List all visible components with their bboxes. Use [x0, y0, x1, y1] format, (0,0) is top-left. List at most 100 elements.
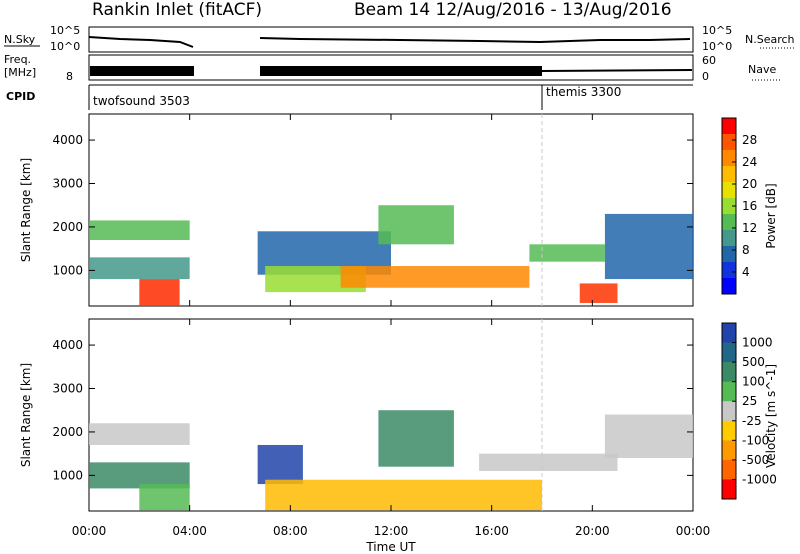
xlabel: Time UT — [365, 540, 416, 554]
power-panel: Slant Range [km] 4000 3000 2000 1000 28 24 20… — [19, 113, 778, 307]
power-region-block — [340, 266, 530, 288]
velocity-colorbar-segment — [722, 479, 736, 500]
velocity-colorbar: 1000 500 100 25 -25 -100 -500 -1000 — [721, 322, 777, 500]
velocity-region-block — [257, 444, 303, 485]
power-colorbar: 28 24 20 16 12 8 4 — [721, 117, 757, 295]
xtick-label: 04:00 — [172, 524, 207, 538]
velocity-region-block — [139, 484, 190, 511]
velocity-ytick-label: 2000 — [52, 425, 83, 439]
power-colorbar-segment — [722, 134, 736, 151]
power-region-block — [89, 257, 190, 280]
freq-panel: Freq. [MHz] 8 Nave 60 0 — [4, 53, 780, 83]
xtick-label: 20:00 — [575, 524, 610, 538]
power-colorbar-tick-label: 4 — [742, 265, 750, 279]
velocity-ytick-label: 1000 — [52, 468, 83, 482]
power-colorbar-segment — [722, 230, 736, 247]
power-colorbar-segment — [722, 118, 736, 135]
xtick-label: 12:00 — [374, 524, 409, 538]
freq-tick: 8 — [66, 70, 73, 83]
nsky-trace — [88, 36, 691, 48]
velocity-colorbar-label: Velocity [m s^-1] — [764, 364, 778, 468]
velocity-colorbar-tick-label: 100 — [742, 375, 765, 389]
power-colorbar-segment — [722, 150, 736, 167]
power-colorbar-segment — [722, 262, 736, 279]
freq-unit: [MHz] — [4, 66, 36, 79]
velocity-ytick-label: 3000 — [52, 382, 83, 396]
nave-tick-top: 60 — [702, 54, 716, 67]
nsky-panel: N.Sky 10^5 10^0 N.Search 10^5 10^0 — [4, 24, 795, 53]
power-region-block — [139, 279, 180, 306]
nsearch-tick-top: 10^5 — [702, 24, 732, 37]
power-colorbar-tick-label: 28 — [742, 133, 757, 147]
beam-info: Beam 14 12/Aug/2016 - 13/Aug/2016 — [354, 0, 672, 20]
freq-block-2 — [260, 66, 542, 76]
nsearch-tick-bottom: 10^0 — [702, 40, 732, 53]
velocity-colorbar-tick-label: -100 — [742, 433, 769, 447]
power-colorbar-tick-label: 12 — [742, 221, 757, 235]
chart-title: Rankin Inlet (fitACF) — [92, 0, 262, 20]
xtick-label: 00:00 — [72, 524, 107, 538]
velocity-ylabel: Slant Range [km] — [19, 363, 33, 467]
cpid-segment-2: themis 3300 — [546, 85, 621, 99]
power-ytick-label: 1000 — [52, 263, 83, 277]
velocity-colorbar-tick-label: -25 — [742, 414, 762, 428]
velocity-colorbar-tick-label: 25 — [742, 394, 757, 408]
power-colorbar-segment — [722, 278, 736, 295]
power-colorbar-segment — [722, 246, 736, 263]
power-colorbar-segment — [722, 166, 736, 183]
power-colorbar-tick-label: 16 — [742, 199, 757, 213]
velocity-colorbar-tick-label: -500 — [742, 453, 769, 467]
power-blocks — [89, 205, 693, 306]
nsky-tick-top: 10^5 — [50, 24, 80, 37]
xtick-label: 16:00 — [474, 524, 509, 538]
velocity-colorbar-segment — [722, 381, 736, 402]
velocity-colorbar-tick-label: 1000 — [742, 336, 773, 350]
freq-block-1 — [90, 66, 194, 76]
velocity-colorbar-tick-label: 500 — [742, 355, 765, 369]
velocity-region-block — [378, 410, 454, 467]
nave-trace — [541, 69, 693, 72]
velocity-colorbar-segment — [722, 440, 736, 461]
velocity-panel: Slant Range [km] 4000 3000 2000 1000 1000 50… — [19, 318, 778, 512]
power-colorbar-segment — [722, 182, 736, 199]
power-colorbar-segment — [722, 198, 736, 215]
velocity-blocks — [89, 410, 693, 511]
power-ytick-label: 4000 — [52, 133, 83, 147]
power-region-block — [89, 220, 190, 240]
power-ytick-label: 3000 — [52, 177, 83, 191]
power-region-block — [579, 283, 618, 303]
power-ylabel: Slant Range [km] — [19, 158, 33, 262]
velocity-region-block — [265, 479, 542, 511]
nsky-tick-bottom: 10^0 — [50, 40, 80, 53]
xtick-label: 08:00 — [273, 524, 308, 538]
cpid-panel: CPID twofsound 3503 themis 3300 — [6, 84, 693, 110]
velocity-ytick-label: 4000 — [52, 338, 83, 352]
power-colorbar-label: Power [dB] — [764, 183, 778, 248]
velocity-colorbar-segment — [722, 459, 736, 480]
cpid-label: CPID — [6, 90, 35, 103]
velocity-colorbar-segment — [722, 420, 736, 441]
velocity-colorbar-segment — [722, 362, 736, 383]
cpid-segment-1: twofsound 3503 — [93, 94, 190, 108]
velocity-colorbar-segment — [722, 342, 736, 363]
nave-tick-bottom: 0 — [702, 70, 709, 83]
power-colorbar-tick-label: 20 — [742, 177, 757, 191]
freq-label: Freq. — [4, 53, 31, 66]
nsky-label: N.Sky — [4, 33, 36, 46]
power-colorbar-tick-label: 8 — [742, 243, 750, 257]
velocity-colorbar-frame — [721, 322, 737, 500]
velocity-colorbar-segment — [722, 323, 736, 344]
power-region-block — [378, 205, 454, 245]
power-colorbar-tick-label: 24 — [742, 155, 757, 169]
power-colorbar-segment — [722, 214, 736, 231]
velocity-region-block — [479, 453, 618, 472]
velocity-yticks: 4000 3000 2000 1000 — [52, 338, 693, 482]
power-region-block — [529, 244, 605, 262]
power-yticks: 4000 3000 2000 1000 — [52, 133, 693, 277]
power-ytick-label: 2000 — [52, 220, 83, 234]
power-region-block — [604, 213, 693, 280]
nsearch-label: N.Search — [745, 33, 795, 46]
velocity-colorbar-tick-label: -1000 — [742, 472, 777, 486]
time-axis: 00:00 04:00 08:00 12:00 16:00 20:00 00:00 — [72, 114, 710, 538]
